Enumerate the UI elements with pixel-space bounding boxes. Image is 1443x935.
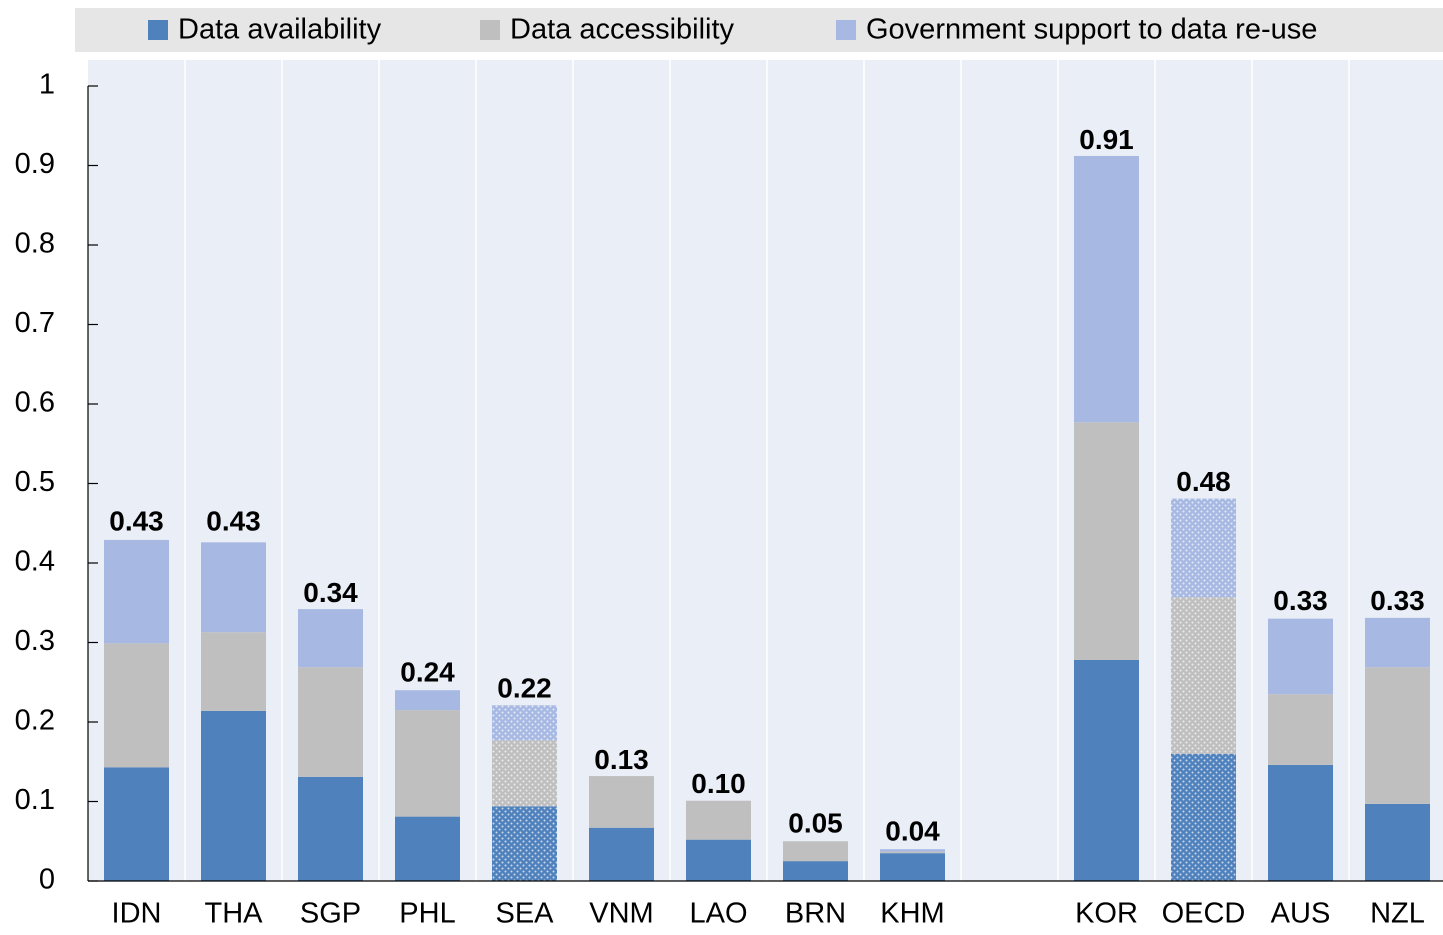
y-tick-label: 0 <box>39 864 55 896</box>
bar-segment <box>395 710 460 817</box>
x-tick-label: VNM <box>589 898 653 930</box>
legend-background <box>75 8 1443 52</box>
total-label: 0.34 <box>303 577 358 608</box>
x-tick-label: KHM <box>880 898 944 930</box>
y-tick-label: 0.8 <box>15 228 55 260</box>
x-tick-label: LAO <box>689 898 747 930</box>
y-tick-label: 0.7 <box>15 307 55 339</box>
x-tick-label: SEA <box>495 898 554 930</box>
bar-segment <box>201 710 266 881</box>
total-label: 0.48 <box>1176 466 1231 497</box>
bar-segment <box>1268 618 1333 695</box>
bar-segment <box>298 776 363 881</box>
total-label: 0.33 <box>1370 585 1425 616</box>
bar-segment <box>880 851 945 854</box>
plot-background <box>88 60 1443 881</box>
bar-segment <box>1365 667 1430 804</box>
legend-swatch <box>148 20 168 40</box>
bar-segment <box>880 849 945 852</box>
bar-segment <box>1365 803 1430 881</box>
y-tick-label: 1 <box>39 69 55 101</box>
total-label: 0.05 <box>788 808 843 839</box>
bar-segment <box>492 740 557 807</box>
bar-segment <box>395 690 460 711</box>
total-label: 0.43 <box>109 506 164 537</box>
bar-segment <box>1074 422 1139 660</box>
y-tick-label: 0.2 <box>15 705 55 737</box>
x-tick-label: KOR <box>1075 898 1138 930</box>
bar-segment <box>395 816 460 881</box>
total-label: 0.43 <box>206 506 261 537</box>
total-label: 0.04 <box>885 816 940 847</box>
bar-segment <box>1171 498 1236 598</box>
legend-swatch <box>836 20 856 40</box>
y-tick-label: 0.6 <box>15 387 55 419</box>
total-label: 0.13 <box>594 744 649 775</box>
bar-segment <box>1171 597 1236 754</box>
y-tick-label: 0.5 <box>15 466 55 498</box>
x-tick-label: AUS <box>1271 898 1331 930</box>
x-tick-label: THA <box>205 898 264 930</box>
total-label: 0.10 <box>691 768 746 799</box>
bar-segment <box>104 767 169 881</box>
total-label: 0.91 <box>1079 124 1134 155</box>
y-tick-label: 0.3 <box>15 625 55 657</box>
bar-segment <box>298 667 363 777</box>
y-tick-label: 0.1 <box>15 784 55 816</box>
legend-label: Government support to data re-use <box>866 14 1317 46</box>
legend-label: Data availability <box>178 14 382 46</box>
x-tick-label: PHL <box>399 898 455 930</box>
bar-segment <box>686 800 751 840</box>
bar-segment <box>104 539 169 644</box>
legend-label: Data accessibility <box>510 14 735 46</box>
x-tick-label: SGP <box>300 898 361 930</box>
bar-segment <box>1074 659 1139 881</box>
bar-segment <box>686 839 751 881</box>
bar-segment <box>880 853 945 881</box>
x-tick-label: NZL <box>1370 898 1425 930</box>
bar-segment <box>1074 155 1139 423</box>
bar-segment <box>589 776 654 828</box>
legend-swatch <box>480 20 500 40</box>
total-label: 0.22 <box>497 672 552 703</box>
x-tick-label: BRN <box>785 898 846 930</box>
bar-segment <box>201 632 266 711</box>
bar-segment <box>201 542 266 633</box>
x-tick-label: OECD <box>1162 898 1246 930</box>
total-label: 0.33 <box>1273 585 1328 616</box>
bar-segment <box>298 609 363 668</box>
bar-segment <box>589 827 654 881</box>
bar-segment <box>783 841 848 862</box>
bar-segment <box>492 705 557 741</box>
bar-segment <box>1268 764 1333 881</box>
bar-segment <box>104 643 169 768</box>
bar-segment <box>783 861 848 881</box>
bar-segment <box>1171 753 1236 881</box>
y-tick-label: 0.4 <box>15 546 55 578</box>
y-tick-label: 0.9 <box>15 148 55 180</box>
x-tick-label: IDN <box>112 898 162 930</box>
bar-segment <box>1268 694 1333 765</box>
total-label: 0.24 <box>400 657 455 688</box>
bar-segment <box>1365 617 1430 668</box>
bar-segment <box>492 806 557 881</box>
